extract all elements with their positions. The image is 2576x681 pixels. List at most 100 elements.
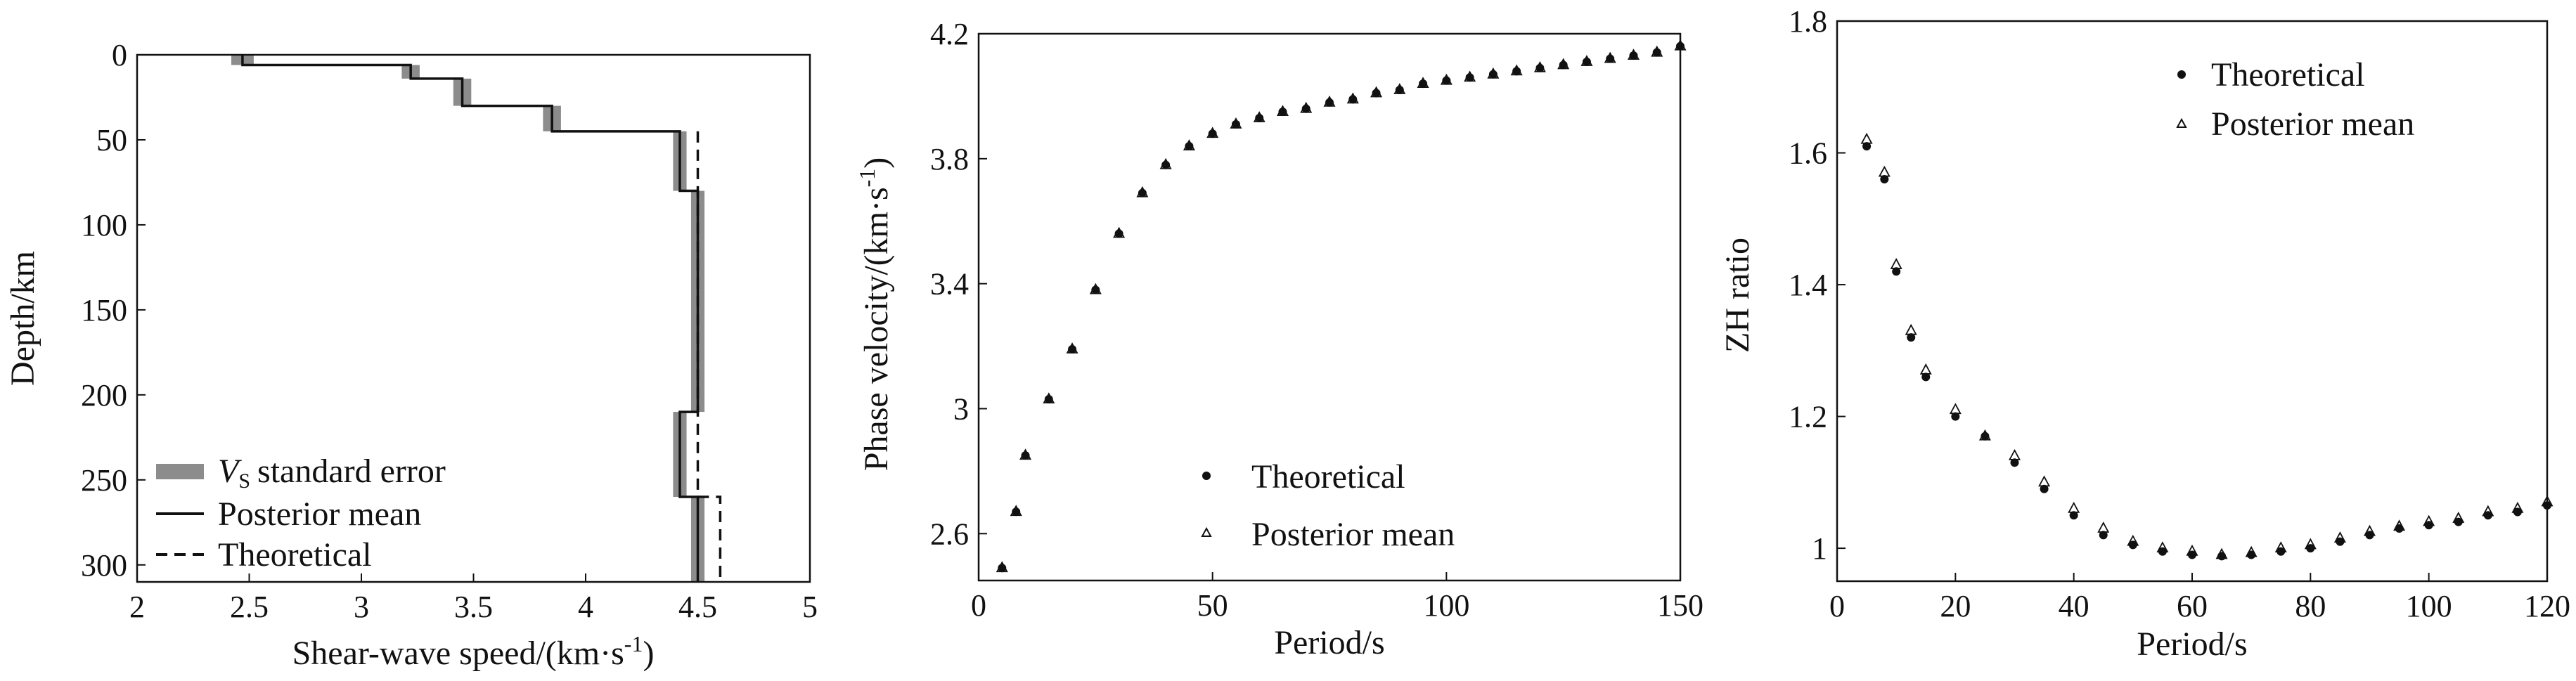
y-tick-label: 1.2 [1789,400,1827,434]
y-tick-label: 3.4 [930,267,969,301]
posterior-mean-point [2393,519,2406,531]
theoretical-point [1880,175,1889,184]
posterior-mean-point [1417,77,1429,89]
x-tick-label: 100 [1423,588,1469,623]
zh-ratio-plot-marks [1860,132,2554,561]
y-tick-label: 3.8 [930,142,969,176]
vs-profile-y-axis-label: Depth/km [4,251,41,386]
legend-label-theoretical: Theoretical [2211,56,2365,93]
x-tick-label: 3.5 [454,590,493,624]
posterior-mean-point [2304,538,2317,550]
axis-label-closing: ) [858,157,895,169]
vs-profile-plot-marks [231,55,722,582]
legend-label-posterior-mean: Posterior mean [1251,516,1455,553]
posterior-mean-point [1440,73,1453,85]
axis-label-main: Phase velocity/(km·s [858,187,895,471]
y-tick-label: 200 [81,378,127,413]
posterior-mean-point [1323,95,1336,107]
vs-profile-legend: VS standard error Posterior mean Theoreti… [156,453,446,573]
phase-velocity-legend: Theoretical Posterior mean [1201,458,1455,553]
posterior-mean-point [2038,475,2051,487]
phase-velocity-panel: 0 50 100 150 2.6 3 3.4 3.8 4.2 Period/s Phase v… [854,17,1704,661]
posterior-mean-point [1230,117,1242,129]
y-tick-label: 100 [81,208,127,242]
posterior-mean-point [2452,512,2465,523]
posterior-mean-point [2186,544,2198,556]
axis-label-superscript: -1 [854,169,880,188]
y-tick-label: 50 [96,123,127,157]
theoretical-point [1907,333,1916,342]
zh-ratio-x-ticks: 0 20 40 60 80 100 120 [1829,573,2570,623]
posterior-mean-point [1533,61,1546,72]
vs-profile-x-axis-label: Shear-wave speed/(km·s-1) [292,631,655,672]
y-tick-label: 2.6 [930,517,969,551]
posterior-mean-point [2008,448,2021,460]
posterior-mean-point [1487,67,1500,79]
y-tick-label: 1 [1812,531,1827,566]
y-tick-label: 3 [953,391,969,426]
y-tick-label: 150 [81,293,127,327]
x-tick-label: 50 [1197,588,1228,623]
axis-label-superscript: -1 [624,631,643,656]
x-tick-label: 60 [2177,589,2208,623]
x-tick-label: 4 [578,590,593,624]
posterior-mean-point [2363,524,2376,536]
x-tick-label: 4.5 [678,590,717,624]
posterior-mean-point [1580,55,1593,66]
y-tick-label: 4.2 [930,17,969,51]
zh-ratio-legend: Theoretical Posterior mean [2176,56,2414,143]
legend-swatch-standard-error [156,464,204,479]
y-tick-label: 0 [112,38,127,72]
zh-ratio-x-axis-label: Period/s [2137,625,2247,663]
posterior-mean-point [1136,186,1149,197]
posterior-mean-point [1890,258,1902,269]
theoretical-point [1892,267,1901,276]
x-tick-label: 2 [129,590,145,624]
legend-marker-posterior-mean [2176,117,2187,128]
x-tick-label: 3 [354,590,369,624]
posterior-mean-point [2511,501,2524,513]
theoretical-point [1862,142,1872,151]
x-tick-label: 100 [2406,589,2452,623]
theoretical-point [2040,484,2049,493]
phase-velocity-y-ticks: 2.6 3 3.4 3.8 4.2 [930,17,987,551]
posterior-mean-point [1604,51,1616,63]
legend-label-standard-error-text: standard error [257,453,446,490]
posterior-mean-point [1206,127,1219,138]
posterior-mean-point [1370,86,1383,98]
x-tick-label: 5 [802,590,818,624]
posterior-mean-line [241,55,700,582]
posterior-mean-point [1089,283,1102,294]
posterior-mean-point [1393,83,1406,94]
x-tick-label: 80 [2295,589,2326,623]
x-tick-label: 2.5 [230,590,269,624]
posterior-mean-point [1627,48,1640,60]
x-tick-label: 0 [1829,589,1845,623]
y-tick-label: 300 [81,548,127,583]
theoretical-point [2099,531,2108,540]
legend-label-posterior-mean: Posterior mean [218,495,421,533]
theoretical-point [1921,372,1931,382]
posterior-mean-point [2245,545,2258,557]
axis-label-closing: ) [643,635,654,672]
vs-profile-panel: 2 2.5 3 3.5 4 4.5 5 0 50 100 150 200 250 300 Shear-w… [4,38,818,672]
phase-velocity-plot-marks [996,39,1687,573]
posterior-mean-point [1276,105,1289,117]
legend-label-posterior-mean: Posterior mean [2211,105,2414,143]
posterior-mean-point [1253,111,1266,122]
x-tick-label: 150 [1657,588,1704,623]
posterior-mean-point [996,561,1008,573]
legend-label-standard-error: VS standard error [218,453,446,493]
legend-label-theoretical: Theoretical [218,536,372,573]
posterior-mean-point [1010,505,1022,517]
posterior-mean-point [2127,534,2139,546]
posterior-mean-point [1019,448,1032,460]
theoretical-point [2069,511,2078,520]
y-tick-label: 1.4 [1789,268,1827,302]
zh-ratio-panel: 0 20 40 60 80 100 120 1 1.2 1.4 1.6 1.8 Period/s Z… [1719,4,2570,663]
theoretical-point [1951,412,1960,421]
posterior-mean-point [1919,363,1932,375]
posterior-mean-point [1346,92,1359,104]
posterior-mean-point [2482,505,2494,517]
